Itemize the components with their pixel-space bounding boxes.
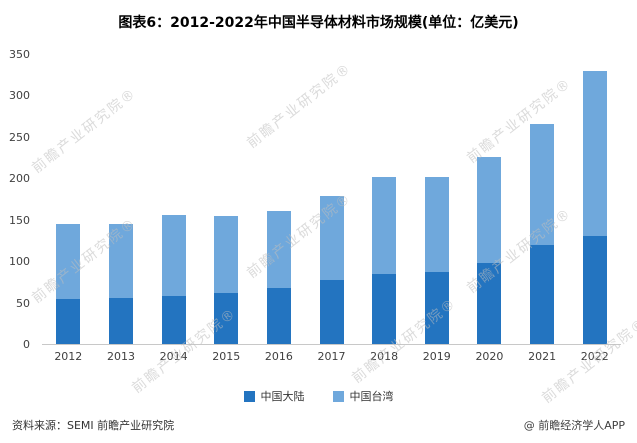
legend: 中国大陆 中国台湾 <box>0 388 637 404</box>
x-tick-label: 2019 <box>422 350 451 363</box>
legend-swatch <box>243 390 255 402</box>
bar-segment-中国大陆 <box>530 245 555 344</box>
y-tick-label: 250 <box>9 130 30 144</box>
stacked-bar <box>424 177 449 344</box>
bar-segment-中国台湾 <box>56 223 81 300</box>
chart-title: 图表6：2012-2022年中国半导体材料市场规模(单位：亿美元) <box>118 15 519 31</box>
bar-slot <box>568 55 621 344</box>
legend-swatch <box>332 390 344 402</box>
x-tick-label: 2022 <box>580 350 609 363</box>
stacked-bar <box>319 195 344 344</box>
bar-slot <box>463 55 516 344</box>
bar-segment-中国台湾 <box>424 177 449 272</box>
legend-item-中国大陆: 中国大陆 <box>243 388 305 404</box>
bar-segment-中国台湾 <box>319 195 344 281</box>
bar-slot <box>305 55 358 344</box>
stacked-bar <box>477 156 502 344</box>
y-tick-label: 350 <box>9 48 30 61</box>
chart-area: 0 50 100 150 200 250 300 350 <box>0 48 637 351</box>
stacked-bar <box>582 70 607 344</box>
x-tick-label: 2013 <box>106 350 135 363</box>
y-tick-label: 0 <box>23 338 30 351</box>
credit-note: @ 前瞻经济学人APP <box>523 419 625 432</box>
y-axis: 0 50 100 150 200 250 300 350 <box>0 48 34 351</box>
x-axis: 2012 2013 2014 2015 2016 2017 2018 2019 2020 2021… <box>42 350 621 363</box>
bar-segment-中国台湾 <box>582 70 607 237</box>
bar-segment-中国台湾 <box>372 177 397 274</box>
y-tick-label: 300 <box>9 89 30 103</box>
stacked-bar <box>372 177 397 344</box>
x-tick-label: 2021 <box>528 350 557 363</box>
x-tick-label: 2015 <box>212 350 241 363</box>
legend-label: 中国大陆 <box>260 390 305 403</box>
legend-item-中国台湾: 中国台湾 <box>332 388 394 404</box>
x-tick-label: 2014 <box>159 350 188 363</box>
bar-segment-中国台湾 <box>108 223 133 298</box>
bar-segment-中国大陆 <box>56 299 81 344</box>
stacked-bar <box>56 223 81 344</box>
y-tick-label: 150 <box>9 213 30 227</box>
bar-segment-中国台湾 <box>214 215 239 294</box>
bar-slot <box>42 55 95 344</box>
bar-slot <box>200 55 253 344</box>
stacked-bar <box>266 210 291 344</box>
legend-label: 中国台湾 <box>349 390 394 403</box>
bar-slot <box>516 55 569 344</box>
bar-segment-中国大陆 <box>477 262 502 344</box>
bar-segment-中国大陆 <box>424 271 449 344</box>
y-tick-label: 200 <box>9 172 30 186</box>
bar-segment-中国台湾 <box>266 210 291 288</box>
y-tick-label: 100 <box>9 255 30 269</box>
bar-segment-中国大陆 <box>161 295 186 344</box>
bar-segment-中国大陆 <box>319 280 344 344</box>
bar-slot <box>253 55 306 344</box>
y-tick-label: 50 <box>16 296 30 310</box>
x-tick-label: 2020 <box>475 350 504 363</box>
bar-segment-中国台湾 <box>477 156 502 263</box>
stacked-bar <box>161 214 186 344</box>
x-tick-label: 2016 <box>264 350 293 363</box>
x-tick-label: 2018 <box>370 350 399 363</box>
bar-slot <box>95 55 148 344</box>
bar-segment-中国大陆 <box>214 293 239 344</box>
bar-segment-中国大陆 <box>108 297 133 344</box>
x-tick-label: 2012 <box>54 350 83 363</box>
bar-segment-中国大陆 <box>582 236 607 344</box>
plot-area <box>42 55 621 345</box>
footer: 资料来源：SEMI 前瞻产业研究院 @ 前瞻经济学人APP <box>12 417 625 433</box>
bar-slot <box>147 55 200 344</box>
bar-slot <box>410 55 463 344</box>
stacked-bar <box>530 124 555 344</box>
bar-segment-中国大陆 <box>266 287 291 344</box>
bar-segment-中国大陆 <box>372 273 397 344</box>
bar-segment-中国台湾 <box>530 124 555 246</box>
bar-slot <box>358 55 411 344</box>
stacked-bar <box>108 223 133 344</box>
x-tick-label: 2017 <box>317 350 346 363</box>
bar-segment-中国台湾 <box>161 214 186 296</box>
stacked-bar <box>214 215 239 344</box>
source-note: 资料来源：SEMI 前瞻产业研究院 <box>12 419 175 432</box>
